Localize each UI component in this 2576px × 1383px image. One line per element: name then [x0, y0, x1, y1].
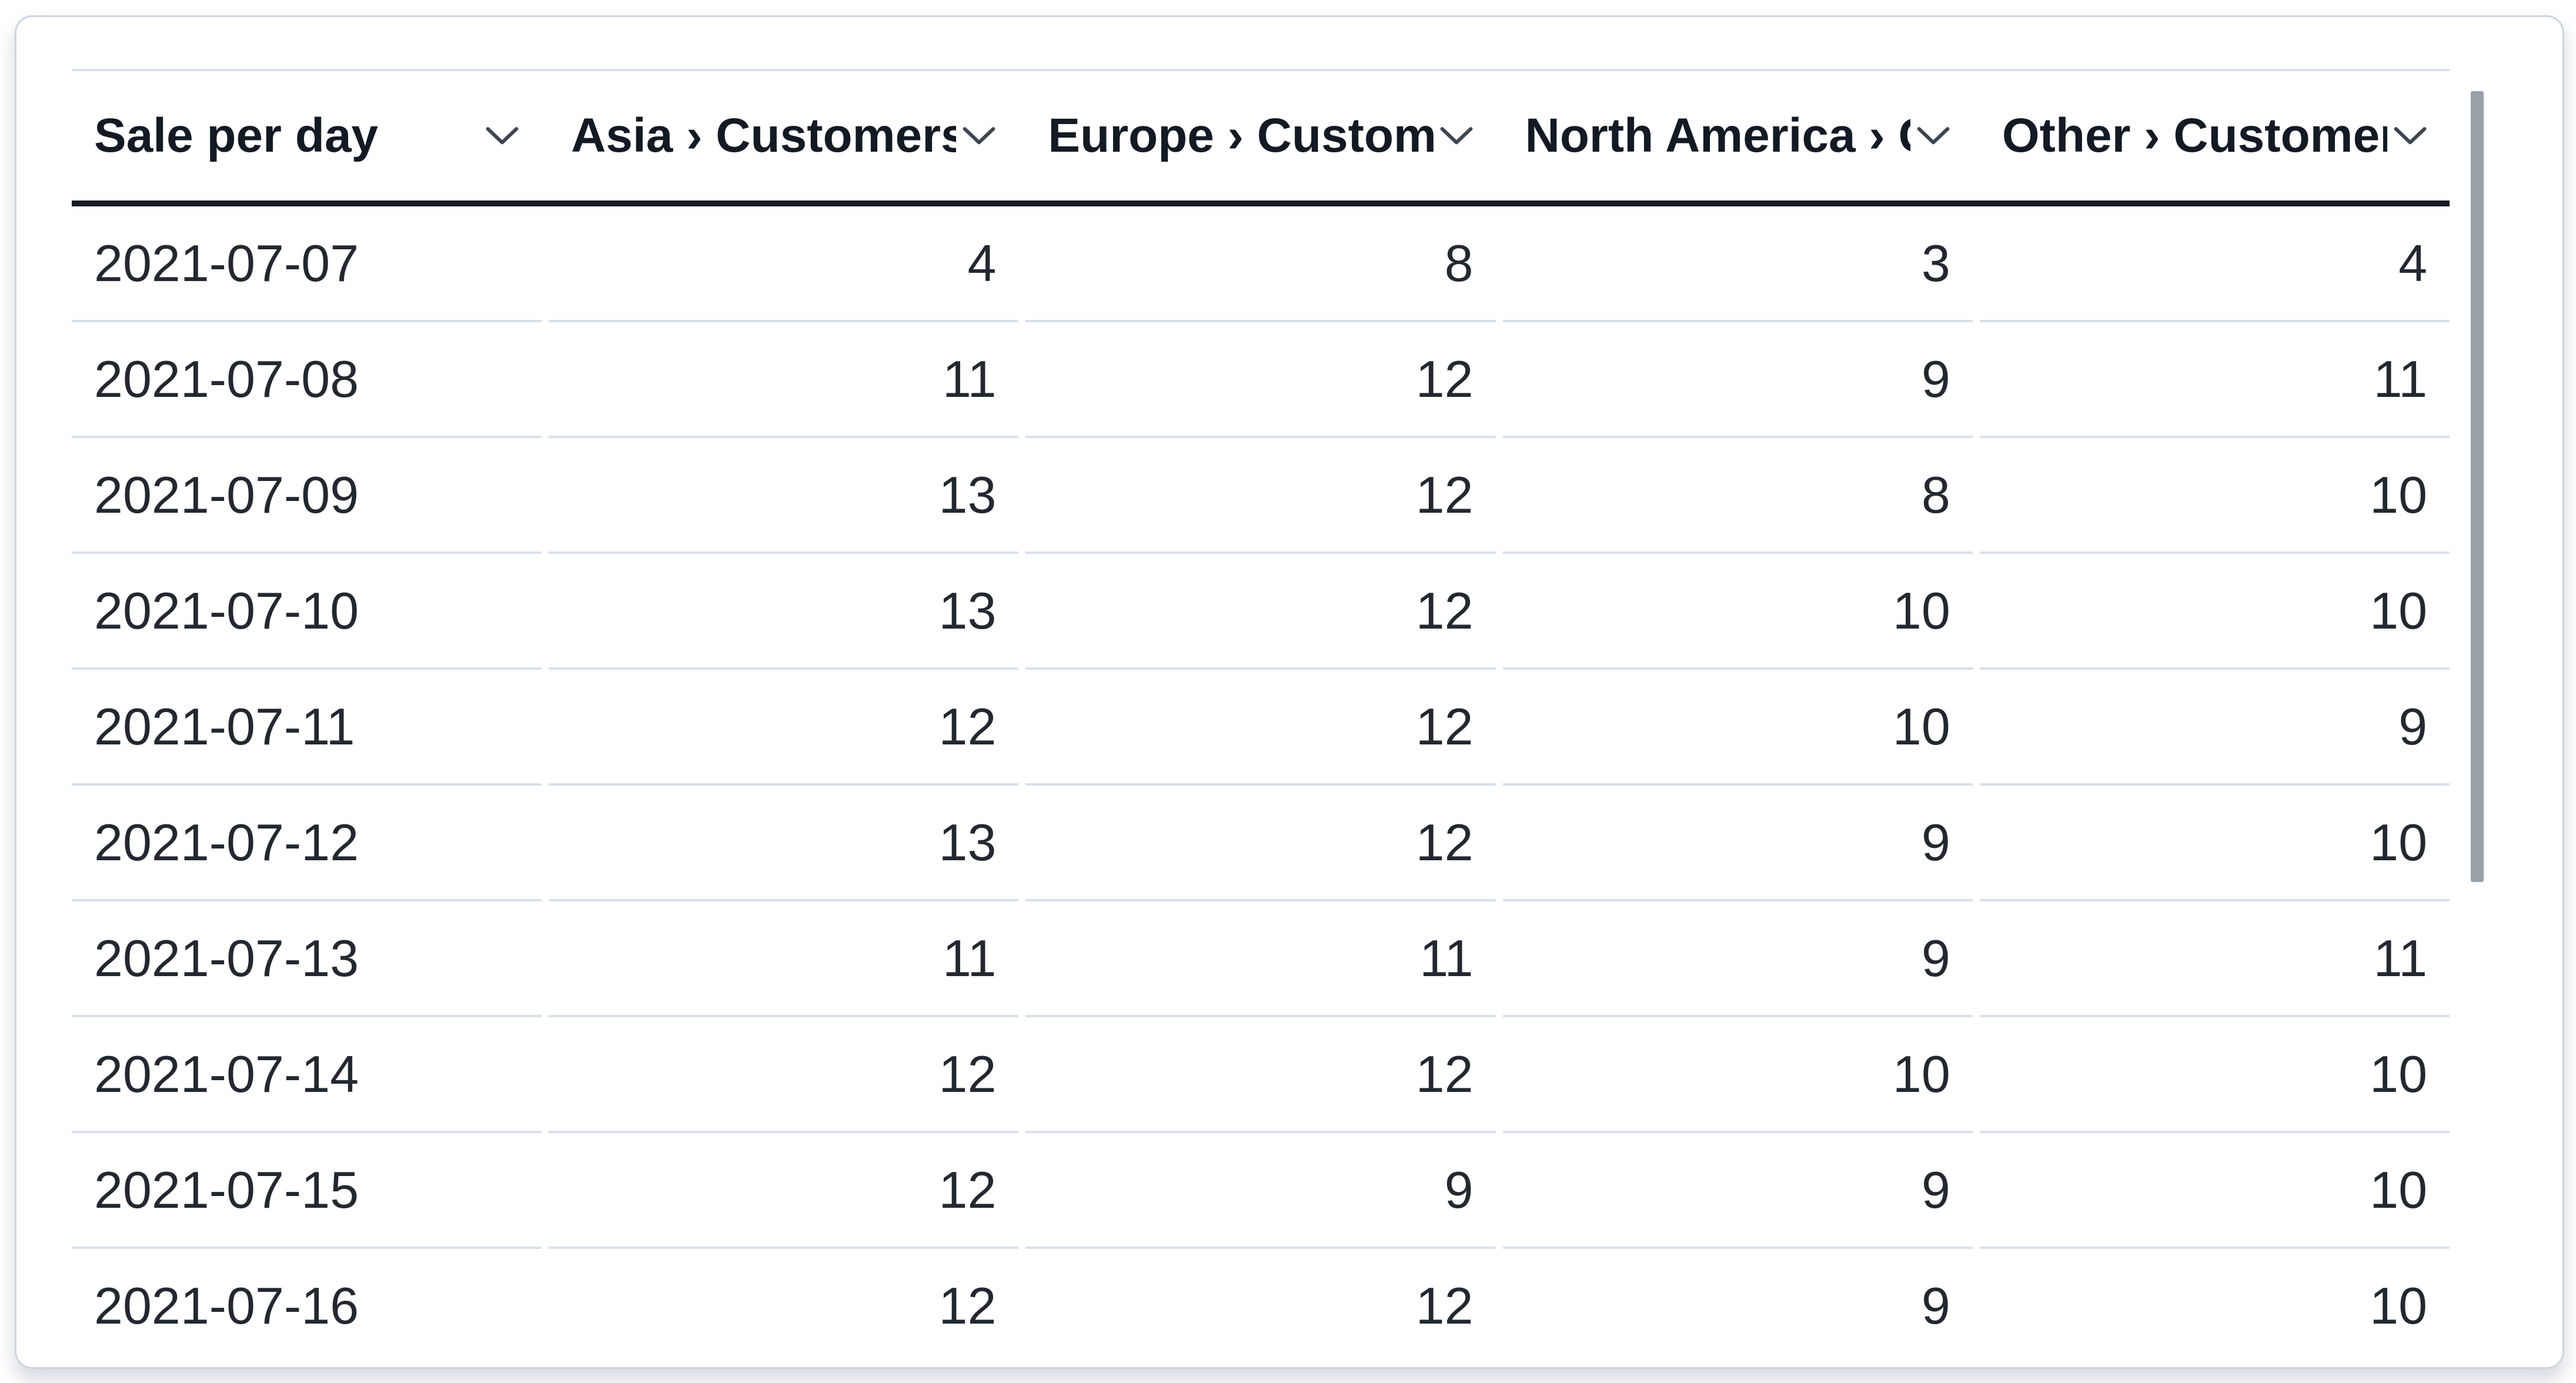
table-body: 2021-07-07 4 8 3 4 2021-07-08 11 12 9 11 2021-07-0… — [72, 206, 2450, 1365]
value-cell[interactable]: 12 — [938, 1276, 997, 1335]
value-cell[interactable]: 9 — [1502, 786, 1973, 901]
value-cell[interactable]: 8 — [1502, 438, 1973, 554]
column-header-label: Asia › Customers — [571, 109, 957, 162]
chevron-down-icon — [486, 127, 519, 145]
value-cell[interactable]: 12 — [1025, 786, 1496, 901]
column-header-label: Sale per day — [94, 109, 379, 162]
value-cell[interactable]: 9 — [1502, 901, 1973, 1017]
value-cell[interactable]: 13 — [549, 438, 1019, 554]
chevron-down-icon — [1917, 127, 1950, 145]
value-cell[interactable]: 12 — [1025, 1017, 1496, 1133]
value-cell[interactable]: 12 — [1415, 1276, 1474, 1335]
date-cell[interactable]: 2021-07-13 — [72, 901, 542, 1017]
table-row: 2021-07-11 12 12 10 9 — [72, 670, 2450, 786]
table-row: 2021-07-07 4 8 3 4 — [72, 206, 2450, 322]
table-row: 2021-07-13 11 11 9 11 — [72, 901, 2450, 1017]
value-cell[interactable]: 10 — [1502, 670, 1973, 786]
value-cell[interactable]: 12 — [549, 1017, 1019, 1133]
value-cell[interactable]: 10 — [1979, 438, 2450, 554]
value-cell[interactable]: 10 — [2370, 1276, 2428, 1335]
column-header-label: Europe › Customers — [1048, 109, 1434, 162]
column-header-label: Other › Customers — [2002, 109, 2388, 162]
date-cell[interactable]: 2021-07-10 — [72, 554, 542, 670]
date-cell[interactable]: 2021-07-09 — [72, 438, 542, 554]
data-table: Sale per day Asia › Customers Europe › C… — [72, 69, 2450, 1365]
value-cell[interactable]: 4 — [549, 206, 1019, 322]
value-cell[interactable]: 9 — [1979, 670, 2450, 786]
table-row: 2021-07-15 12 9 9 10 — [72, 1133, 2450, 1249]
value-cell[interactable]: 9 — [1502, 1133, 1973, 1249]
table-row: 2021-07-14 12 12 10 10 — [72, 1017, 2450, 1133]
date-cell[interactable]: 2021-07-15 — [72, 1133, 542, 1249]
value-cell[interactable]: 10 — [1979, 1133, 2450, 1249]
value-cell[interactable]: 12 — [1025, 554, 1496, 670]
table-header-row: Sale per day Asia › Customers Europe › C… — [72, 71, 2450, 206]
date-cell[interactable]: 2021-07-16 — [94, 1276, 359, 1335]
value-cell[interactable]: 12 — [1025, 670, 1496, 786]
value-cell[interactable]: 13 — [549, 554, 1019, 670]
date-cell[interactable]: 2021-07-14 — [72, 1017, 542, 1133]
value-cell[interactable]: 10 — [1502, 1017, 1973, 1133]
column-header-label: North America › Customers — [1525, 109, 1910, 162]
chevron-down-icon — [2394, 127, 2427, 145]
value-cell[interactable]: 12 — [549, 1133, 1019, 1249]
value-cell[interactable]: 10 — [1502, 554, 1973, 670]
date-cell[interactable]: 2021-07-12 — [72, 786, 542, 901]
value-cell[interactable]: 10 — [1979, 554, 2450, 670]
column-header[interactable]: Other › Customers — [1980, 71, 2450, 201]
table-row: 2021-07-16 12 12 9 10 — [72, 1249, 2450, 1365]
column-header[interactable]: Sale per day — [72, 71, 542, 201]
value-cell[interactable]: 4 — [1979, 206, 2450, 322]
date-cell[interactable]: 2021-07-08 — [72, 322, 542, 438]
table-card: Sale per day Asia › Customers Europe › C… — [15, 15, 2564, 1369]
value-cell[interactable]: 12 — [549, 670, 1019, 786]
value-cell[interactable]: 12 — [1025, 438, 1496, 554]
value-cell[interactable]: 3 — [1502, 206, 1973, 322]
column-header[interactable]: Asia › Customers — [549, 71, 1018, 201]
value-cell[interactable]: 9 — [1921, 1276, 1950, 1335]
value-cell[interactable]: 11 — [549, 322, 1019, 438]
value-cell[interactable]: 11 — [1979, 322, 2450, 438]
value-cell[interactable]: 11 — [1979, 901, 2450, 1017]
column-header[interactable]: North America › Customers — [1503, 71, 1973, 201]
table-row: 2021-07-12 13 12 9 10 — [72, 786, 2450, 901]
value-cell[interactable]: 13 — [549, 786, 1019, 901]
table-row: 2021-07-09 13 12 8 10 — [72, 438, 2450, 554]
value-cell[interactable]: 9 — [1502, 322, 1973, 438]
value-cell[interactable]: 9 — [1025, 1133, 1496, 1249]
chevron-down-icon — [963, 127, 995, 145]
date-cell[interactable]: 2021-07-11 — [72, 670, 542, 786]
value-cell[interactable]: 11 — [1025, 901, 1496, 1017]
value-cell[interactable]: 8 — [1025, 206, 1496, 322]
table-row: 2021-07-10 13 12 10 10 — [72, 554, 2450, 670]
value-cell[interactable]: 11 — [549, 901, 1019, 1017]
table-row: 2021-07-08 11 12 9 11 — [72, 322, 2450, 438]
chevron-down-icon — [1440, 127, 1473, 145]
date-cell[interactable]: 2021-07-07 — [72, 206, 542, 322]
column-header[interactable]: Europe › Customers — [1025, 71, 1495, 201]
value-cell[interactable]: 12 — [1025, 322, 1496, 438]
value-cell[interactable]: 10 — [1979, 786, 2450, 901]
scrollbar-thumb[interactable] — [2471, 91, 2484, 882]
value-cell[interactable]: 10 — [1979, 1017, 2450, 1133]
